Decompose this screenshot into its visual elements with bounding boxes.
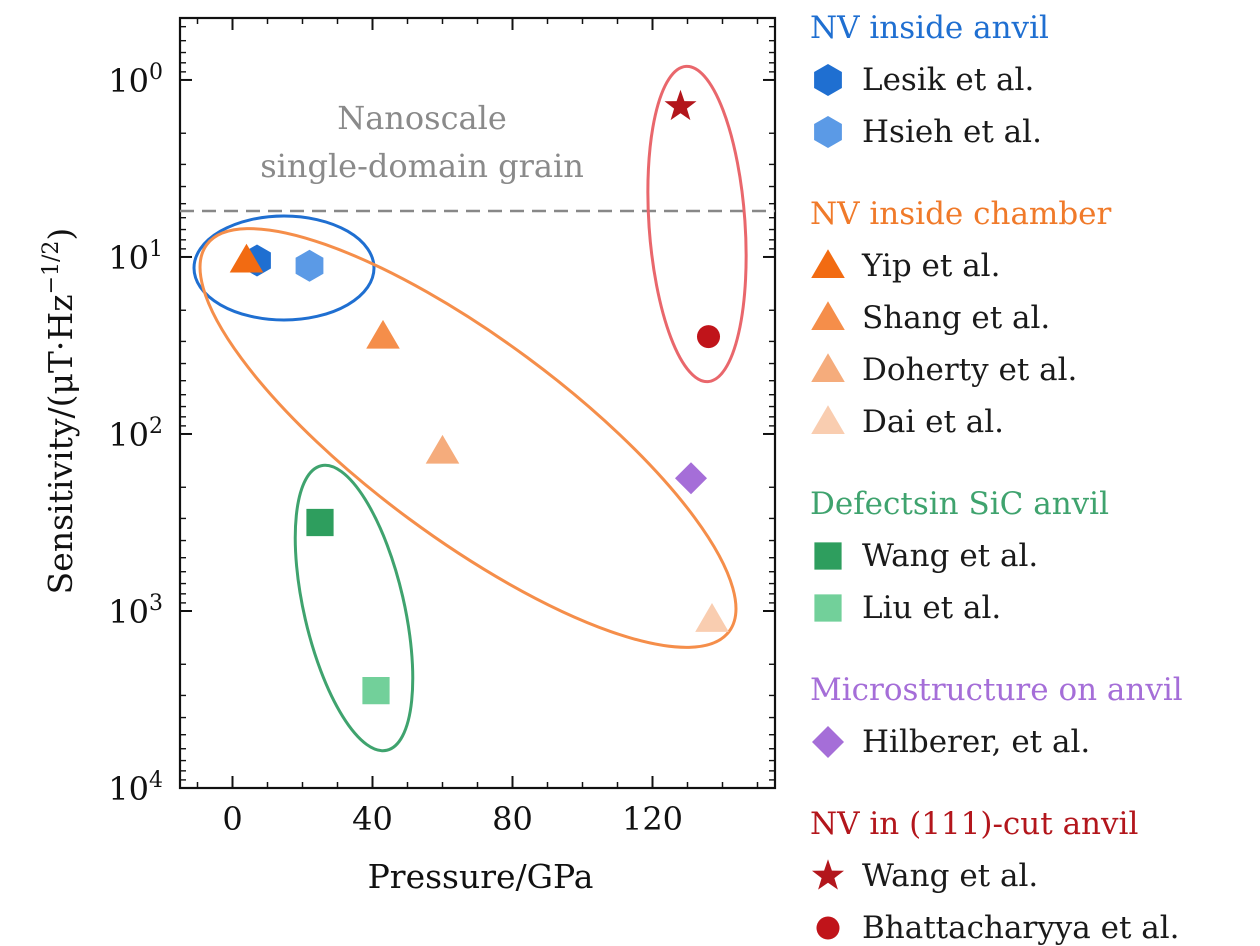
- y-tick-label: 101: [108, 237, 163, 277]
- annotation-text: Nanoscale: [337, 99, 507, 137]
- legend-marker: [814, 116, 842, 148]
- group-enclosure: [646, 64, 748, 384]
- triangle-icon: [811, 249, 845, 278]
- legend-label: Bhattacharyya et al.: [862, 910, 1180, 946]
- legend-entry: Doherty et al.: [810, 352, 1077, 388]
- legend-marker: [816, 916, 840, 940]
- triangle-icon: [811, 353, 845, 382]
- data-point-hsieh-et-al-hexagon: [295, 249, 324, 282]
- legend-entry: Wang et al.: [810, 538, 1038, 574]
- legend-marker: [814, 542, 842, 570]
- legend-entry: Hilberer, et al.: [810, 724, 1090, 760]
- square-icon: [814, 542, 842, 570]
- legend-label: Lesik et al.: [862, 62, 1035, 98]
- legend-marker: [811, 301, 845, 330]
- triangle-icon: [811, 301, 845, 330]
- data-point-wang-et-al-square: [306, 508, 334, 537]
- hexagon-icon: [814, 116, 842, 148]
- legend-entry: Yip et al.: [810, 248, 1000, 284]
- legend-entry: Hsieh et al.: [810, 114, 1042, 150]
- legend-entry: Liu et al.: [810, 590, 1001, 626]
- legend-group-title: NV inside anvil: [810, 10, 1049, 46]
- triangle-icon: [811, 405, 845, 434]
- group-enclosure: [198, 227, 738, 649]
- data-point-doherty-et-al-triangle: [425, 434, 460, 464]
- legend-label: Liu et al.: [862, 590, 1002, 626]
- legend-entry: Bhattacharyya et al.: [810, 910, 1180, 946]
- diamond-icon: [812, 726, 844, 758]
- data-point-hilberer-et-al-diamond: [675, 462, 707, 495]
- data-point-wang-et-al-star: [664, 89, 697, 121]
- y-tick-label: 104: [108, 768, 163, 808]
- legend-label: Hsieh et al.: [862, 114, 1042, 150]
- legend-marker: [814, 594, 842, 622]
- legend-label: Wang et al.: [862, 538, 1039, 574]
- y-tick-label: 102: [108, 414, 163, 454]
- y-tick-label: 103: [108, 591, 163, 631]
- group-enclosure: [293, 463, 415, 753]
- square-icon: [814, 594, 842, 622]
- annotation-text: single-domain grain: [260, 147, 584, 185]
- data-point-yip-et-al-triangle: [229, 243, 264, 273]
- legend-entry: Lesik et al.: [810, 62, 1034, 98]
- y-axis-label: Sensitivity/(μT·Hz−1/2): [39, 228, 80, 595]
- legend-label: Wang et al.: [862, 858, 1039, 894]
- legend-label: Yip et al.: [862, 248, 1001, 284]
- x-tick-label: 120: [622, 800, 683, 838]
- x-tick-label: 0: [222, 800, 242, 838]
- circle-icon: [816, 916, 840, 940]
- legend-group-title: Defectsin SiC anvil: [810, 486, 1109, 522]
- legend-entry: Shang et al.: [810, 300, 1050, 336]
- x-tick-label: 40: [352, 800, 393, 838]
- x-tick-label: 80: [492, 800, 533, 838]
- group-enclosure: [192, 214, 376, 322]
- data-point-dai-et-al-triangle: [695, 603, 729, 632]
- legend-marker: [812, 859, 844, 890]
- legend-entry: Dai et al.: [810, 404, 1004, 440]
- hexagon-icon: [814, 64, 842, 96]
- sensitivity-pressure-chart: 0 40 80 120 100 101 102 103 104 Pressure/GPa Sensi…: [39, 16, 777, 896]
- legend-marker: [811, 405, 845, 434]
- legend-group-title: NV inside chamber: [810, 196, 1112, 232]
- data-point-shang-et-al-triangle: [366, 319, 400, 349]
- x-axis-label: Pressure/GPa: [368, 857, 594, 896]
- legend-marker: [811, 353, 845, 382]
- legend-marker: [811, 249, 845, 278]
- star-icon: [812, 859, 844, 890]
- legend-label: Dai et al.: [862, 404, 1005, 440]
- y-tick-label: 100: [108, 60, 163, 100]
- legend-label: Doherty et al.: [862, 352, 1078, 388]
- legend-marker: [814, 64, 842, 96]
- chart-legend: NV inside anvil Lesik et al. Hsieh et al. N…: [810, 0, 1258, 946]
- legend-label: Shang et al.: [862, 300, 1051, 336]
- data-point-bhattacharyya-et-al-circle: [696, 325, 721, 349]
- legend-label: Hilberer, et al.: [862, 724, 1091, 760]
- legend-marker: [812, 726, 844, 758]
- legend-entry: Wang et al.: [810, 858, 1038, 894]
- data-point-liu-et-al-square: [362, 677, 390, 705]
- legend-group-title: Microstructure on anvil: [810, 672, 1183, 708]
- legend-group-title: NV in (111)-cut anvil: [810, 806, 1139, 842]
